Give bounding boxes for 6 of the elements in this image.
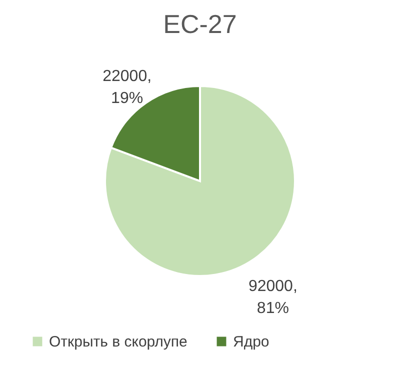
pie-slice	[104, 85, 296, 277]
data-label: 92000, 81%	[248, 278, 298, 318]
chart-title: ЕС-27	[163, 9, 237, 39]
legend-label: Открыть в скорлупе	[49, 334, 188, 351]
legend-label: Ядро	[233, 334, 270, 351]
data-label: 22000, 19%	[102, 68, 152, 107]
